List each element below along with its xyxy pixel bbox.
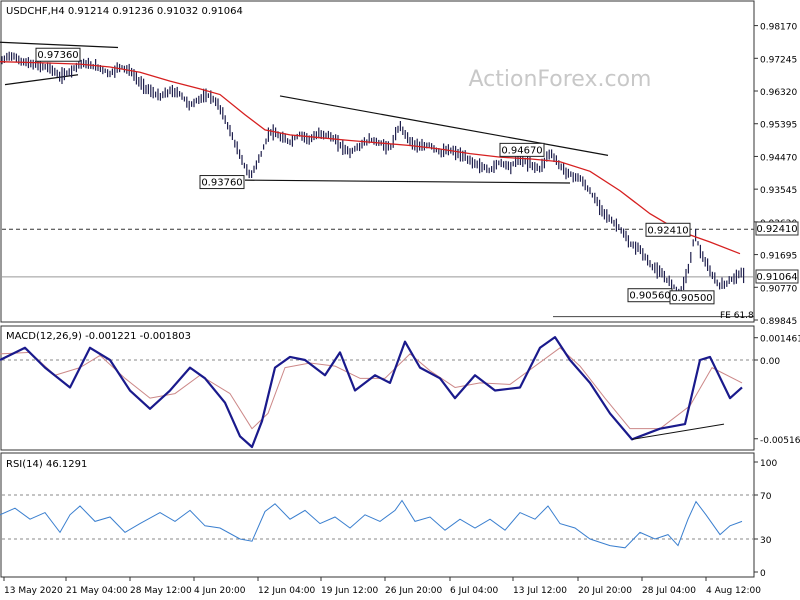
macd-line: [0, 336, 743, 449]
annotation-box: [669, 290, 715, 305]
price-tick-label: 0.96320: [760, 88, 797, 98]
price-tick-label: 0.95395: [760, 121, 797, 131]
macd-panel-frame: [0, 325, 755, 451]
resistance-tag: 0.92410: [755, 221, 799, 236]
macd-tick-label: -0.00516: [760, 436, 800, 446]
time-tick-label: 19 Jun 12:00: [321, 586, 378, 596]
rsi-axis: 100 70 30 0: [2, 459, 777, 579]
rsi-tick-label: 100: [760, 459, 777, 469]
price-tick-label: 0.98170: [760, 23, 797, 33]
rsi-panel-frame: [0, 452, 755, 578]
time-tick-label: 21 May 04:00: [66, 586, 128, 596]
annotation-box: [499, 142, 545, 157]
time-tick-label: 6 Jul 04:00: [450, 586, 499, 596]
price-tick-label: 0.97245: [760, 55, 797, 65]
price-tick-label: 0.90770: [760, 284, 797, 294]
price-tick-label: 0.94470: [760, 153, 797, 163]
price-annotation: 0.97360: [35, 47, 81, 62]
annotation-label: 0.92410: [647, 225, 688, 236]
price-tick-label: 0.91695: [760, 252, 797, 262]
annotation-label: 0.93760: [201, 178, 242, 189]
annotation-box: [199, 175, 245, 190]
price-tick-label: 0.93545: [760, 186, 797, 196]
time-tick-label: 28 Jul 04:00: [642, 586, 696, 596]
annotation-label: 0.90560: [629, 291, 670, 302]
annotation-box: [35, 47, 81, 62]
main-panel-frame: [0, 0, 755, 323]
trendline: [4, 74, 79, 86]
trendline: [0, 41, 119, 49]
macd-axis: 0.001461 0.00 -0.00516: [2, 335, 800, 446]
time-tick-label: 4 Jun 20:00: [194, 586, 246, 596]
price-annotation: 0.90560: [627, 288, 673, 303]
rsi-tick-label: 30: [760, 536, 772, 546]
time-axis: 13 May 2020 21 May 04:00 28 May 12:00 4 Jun…: [3, 577, 761, 596]
macd-lines: [0, 336, 743, 449]
main-chart-lines: [0, 41, 754, 318]
macd-trendline: [631, 423, 725, 440]
time-tick-label: 4 Aug 12:00: [706, 586, 761, 596]
current-price-tag-label: 0.91064: [756, 272, 797, 283]
time-tick-label: 12 Jun 04:00: [258, 586, 315, 596]
price-annotation: 0.92410: [645, 222, 691, 237]
annotation-label: 0.90500: [671, 293, 712, 304]
fe-label: FE 61.8: [720, 311, 754, 321]
time-tick-label: 13 Jul 12:00: [513, 586, 567, 596]
rsi-line: [0, 499, 743, 549]
time-tick-label: 26 Jun 20:00: [385, 586, 442, 596]
trendline: [279, 95, 609, 156]
moving-average-line: [0, 61, 741, 255]
price-annotation: 0.90500: [669, 290, 715, 305]
time-tick-label: 13 May 2020: [4, 586, 63, 596]
annotation-label: 0.97360: [37, 50, 78, 61]
annotation-label: 0.94670: [501, 145, 542, 156]
rsi-tick-label: 70: [760, 492, 772, 502]
macd-title: MACD(12,26,9) -0.001221 -0.001803: [6, 331, 191, 342]
macd-signal-line: [0, 347, 743, 430]
resistance-tag-label: 0.92410: [756, 224, 797, 235]
main-chart-title: USDCHF,H4 0.91214 0.91236 0.91032 0.9106…: [6, 6, 243, 17]
price-annotations: 0.97360 0.93760 0.94670 0.92410 0.90560 0.905…: [35, 47, 715, 305]
time-tick-label: 20 Jul 20:00: [578, 586, 632, 596]
price-annotation: 0.93760: [199, 175, 245, 190]
macd-tick-label: 0.00: [760, 357, 780, 367]
rsi-tick-label: 0: [760, 569, 766, 579]
price-tick-label: 0.89845: [760, 317, 797, 327]
trendline: [244, 179, 571, 184]
time-tick-label: 28 May 12:00: [130, 586, 192, 596]
annotation-box: [645, 222, 691, 237]
macd-tick-label: 0.001461: [760, 335, 800, 345]
price-annotation: 0.94670: [499, 142, 545, 157]
watermark: ActionForex.com: [469, 67, 652, 92]
rsi-title: RSI(14) 46.1291: [6, 459, 87, 470]
current-price-tag: 0.91064: [755, 269, 799, 284]
rsi-lines: [0, 499, 743, 549]
